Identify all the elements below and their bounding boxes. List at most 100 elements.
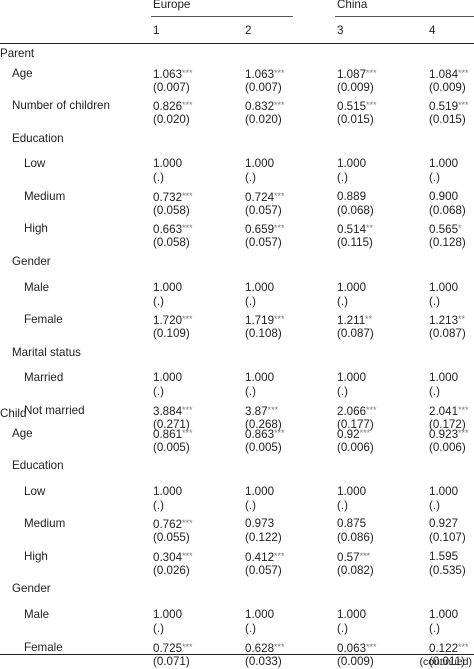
- significance-stars: ***: [267, 404, 279, 415]
- estimate-value: 1.000: [153, 371, 183, 385]
- significance-stars: ***: [366, 404, 377, 415]
- estimate-value: 0.514: [337, 223, 367, 237]
- significance-stars: ***: [366, 67, 377, 78]
- significance-stars: ***: [274, 100, 285, 111]
- standard-error: (0.177): [337, 417, 374, 431]
- estimate-value: 2.041: [429, 404, 459, 418]
- standard-error: (.): [245, 621, 256, 635]
- estimate-cell: 1.719***: [245, 313, 285, 327]
- estimate-cell: 2.041***: [429, 404, 469, 418]
- significance-stars: **: [366, 223, 374, 234]
- subcategory-label: Male: [24, 607, 50, 621]
- estimate-value: 0.412: [245, 550, 275, 564]
- standard-error: (0.271): [153, 417, 190, 431]
- estimate-value: 1.000: [153, 157, 183, 171]
- significance-stars: ***: [182, 427, 193, 438]
- estimate-value: 1.000: [245, 371, 275, 385]
- estimate-cell: 1.084***: [429, 67, 469, 81]
- estimate-value: 1.000: [337, 157, 367, 171]
- estimate-cell: 1.000: [245, 485, 274, 498]
- estimate-value: 1.000: [429, 371, 459, 385]
- estimate-value: 0.889: [337, 189, 367, 203]
- estimate-value: 0.663: [153, 223, 183, 237]
- significance-stars: ***: [274, 427, 285, 438]
- standard-error: (.): [429, 294, 440, 308]
- estimate-value: 1.087: [337, 67, 367, 81]
- standard-error: (.): [337, 621, 348, 635]
- estimate-value: 0.515: [337, 100, 367, 114]
- estimate-value: 1.000: [337, 371, 367, 385]
- group-label: Gender: [12, 582, 51, 596]
- standard-error: (0.009): [337, 654, 374, 668]
- estimate-value: 0.063: [337, 641, 367, 655]
- standard-error: (.): [429, 171, 440, 185]
- model-number-3: 3: [337, 24, 344, 37]
- estimate-cell: 0.900: [429, 190, 458, 203]
- estimate-cell: 0.875: [337, 517, 366, 530]
- standard-error: (0.033): [245, 654, 282, 668]
- estimate-cell: 0.724***: [245, 190, 285, 204]
- standard-error: (0.015): [337, 113, 374, 127]
- estimate-cell: 1.720***: [153, 313, 193, 327]
- estimate-value: 1.000: [245, 484, 275, 498]
- subcategory-label: Not married: [24, 403, 85, 417]
- estimate-cell: 0.519***: [429, 99, 469, 113]
- estimate-cell: 1.000: [337, 485, 366, 498]
- standard-error: (.): [429, 385, 440, 399]
- significance-stars: ***: [182, 314, 193, 325]
- estimate-value: 1.084: [429, 67, 459, 81]
- estimate-value: 2.066: [337, 404, 367, 418]
- estimate-cell: 1.000: [153, 157, 182, 170]
- estimate-value: 0.724: [245, 190, 275, 204]
- estimate-value: 0.57: [337, 550, 360, 564]
- subcategory-label: Low: [24, 484, 46, 498]
- estimate-value: 1.719: [245, 314, 275, 328]
- standard-error: (.): [245, 294, 256, 308]
- standard-error: (0.020): [153, 113, 190, 127]
- standard-error: (0.055): [153, 531, 190, 545]
- model-number-2: 2: [245, 24, 252, 37]
- estimate-value: 0.832: [245, 100, 275, 114]
- standard-error: (0.122): [245, 531, 282, 545]
- standard-error: (.): [429, 621, 440, 635]
- group-label: Education: [12, 459, 64, 473]
- estimate-value: 0.628: [245, 641, 275, 655]
- estimate-cell: 0.565*: [429, 222, 462, 236]
- significance-stars: ***: [458, 427, 469, 438]
- estimate-cell: 0.732***: [153, 190, 193, 204]
- subcategory-label: Medium: [24, 517, 66, 531]
- standard-error: (0.071): [153, 654, 190, 668]
- estimate-value: 1.595: [429, 549, 459, 563]
- estimate-cell: 1.000: [245, 608, 274, 621]
- estimate-cell: 1.000: [153, 608, 182, 621]
- china-underline: [335, 16, 474, 17]
- standard-error: (0.006): [429, 440, 466, 454]
- estimate-value: 1.000: [245, 157, 275, 171]
- estimate-cell: 0.92***: [337, 427, 370, 441]
- estimate-cell: 0.889: [337, 190, 366, 203]
- estimate-cell: 0.863***: [245, 427, 285, 441]
- estimate-cell: 1.063***: [245, 67, 285, 81]
- estimate-cell: 0.762***: [153, 517, 193, 531]
- significance-stars: ***: [182, 67, 193, 78]
- significance-stars: ***: [359, 427, 371, 438]
- model-number-4: 4: [429, 24, 436, 37]
- significance-stars: ***: [458, 100, 469, 111]
- significance-stars: ***: [366, 641, 377, 652]
- estimate-cell: 1.000: [429, 281, 458, 294]
- estimate-value: 1.000: [429, 484, 459, 498]
- estimate-value: 1.000: [429, 157, 459, 171]
- significance-stars: ***: [366, 100, 377, 111]
- estimate-cell: 0.57***: [337, 550, 370, 564]
- estimate-value: 0.927: [429, 517, 459, 531]
- continued-note: (continued): [419, 656, 472, 668]
- significance-stars: ***: [274, 641, 285, 652]
- estimate-cell: 1.000: [429, 157, 458, 170]
- group-label: Gender: [12, 255, 51, 268]
- estimate-cell: 0.861***: [153, 427, 193, 441]
- significance-stars: ***: [274, 190, 285, 201]
- estimate-value: 1.063: [153, 67, 183, 81]
- significance-stars: ***: [274, 314, 285, 325]
- subcategory-label: Male: [24, 280, 50, 294]
- estimate-value: 0.923: [429, 427, 459, 441]
